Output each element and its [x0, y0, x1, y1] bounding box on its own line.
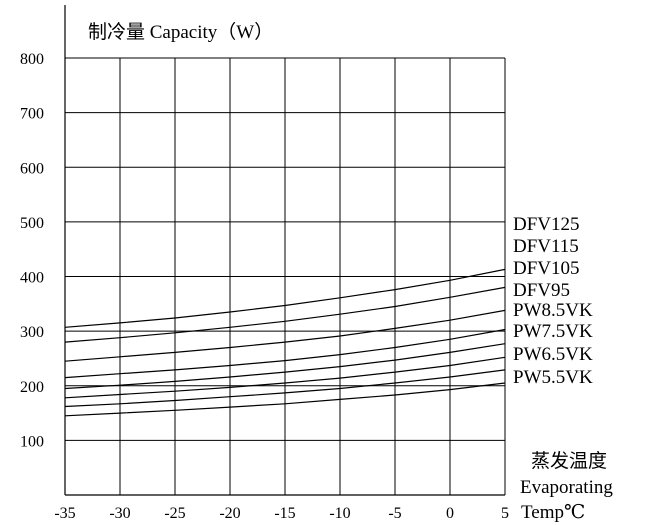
y-tick-label: 300 [20, 324, 44, 341]
series-label-pw5-5vk: PW5.5VK [513, 367, 593, 388]
series-line-dfv95 [64, 328, 506, 379]
x-tick-label: -10 [329, 505, 350, 522]
y-tick-label: 500 [20, 215, 44, 232]
x-tick-label: 5 [501, 505, 509, 522]
series-labels: DFV125DFV115DFV105DFV95PW8.5VKPW7.5VKPW6… [513, 214, 593, 388]
y-tick-label: 400 [20, 270, 44, 287]
series-label-dfv125: DFV125 [513, 214, 580, 235]
series-line-dfv115 [64, 286, 506, 343]
x-axis-title-line-2: Evaporating [520, 477, 613, 498]
x-axis-title-line-3: Temp℃ [521, 502, 585, 523]
series-line-pw8-5vk [64, 343, 506, 390]
series-label-dfv105: DFV105 [513, 258, 580, 279]
x-tick-label: -15 [274, 505, 295, 522]
x-tick-label: -5 [388, 505, 401, 522]
x-axis-title-line-1: 蒸发温度 [531, 450, 607, 472]
y-tick-label: 600 [20, 160, 44, 177]
series-label-dfv95: DFV95 [513, 280, 570, 301]
axes: -35 -30 -25 -20 -15 -10 -5 0 5 100 200 300 400 500 600… [20, 5, 509, 522]
series-lines [64, 268, 506, 417]
x-tick-label: 0 [446, 505, 454, 522]
y-tick-label: 200 [20, 379, 44, 396]
series-label-pw7-5vk: PW7.5VK [513, 321, 593, 342]
series-label-pw8-5vk: PW8.5VK [513, 300, 593, 321]
x-axis-title: 蒸发温度 Evaporating Temp℃ [520, 450, 613, 523]
series-label-pw6-5vk: PW6.5VK [513, 344, 593, 365]
y-tick-label: 800 [20, 51, 44, 68]
y-tick-label: 100 [20, 433, 44, 450]
x-tick-label: -20 [219, 505, 240, 522]
series-line-dfv105 [64, 309, 506, 362]
series-line-pw7-5vk [64, 356, 506, 399]
x-tick-label: -35 [54, 505, 75, 522]
grid [65, 57, 506, 495]
series-line-pw5-5vk [64, 382, 506, 417]
x-tick-label: -25 [164, 505, 185, 522]
y-tick-label: 700 [20, 106, 44, 123]
y-axis-title: 制冷量 Capacity（W） [88, 21, 273, 43]
series-label-dfv115: DFV115 [513, 236, 579, 257]
series-line-dfv125 [64, 268, 506, 328]
series-line-pw6-5vk [64, 369, 506, 408]
x-tick-label: -30 [109, 505, 130, 522]
